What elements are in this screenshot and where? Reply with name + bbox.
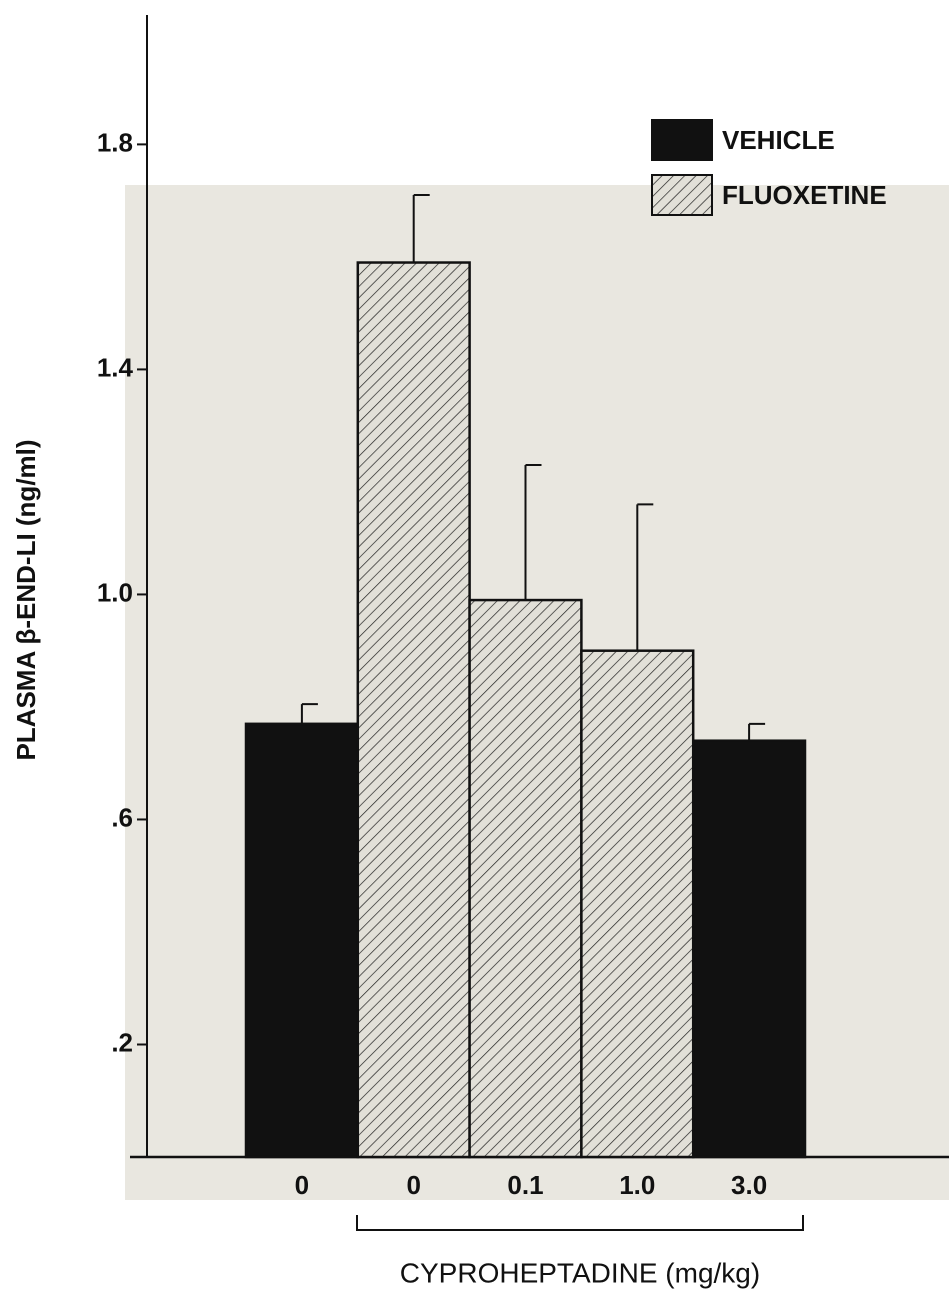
x-tick-label: 1.0	[619, 1170, 655, 1200]
y-axis-title: PLASMA β-END-LI (ng/ml)	[11, 439, 41, 760]
legend-swatch	[651, 119, 713, 161]
y-tick-label: 1.8	[97, 127, 133, 157]
x-axis-title: CYPROHEPTADINE (mg/kg)	[400, 1257, 760, 1288]
error-bar	[748, 722, 766, 741]
group-bracket	[356, 1215, 804, 1231]
legend-label: FLUOXETINE	[722, 180, 887, 210]
legend-swatch	[651, 174, 713, 216]
legend-label: VEHICLE	[722, 125, 835, 155]
error-bar	[636, 503, 654, 651]
bar	[691, 739, 807, 1159]
x-tick-label: 0.1	[507, 1170, 543, 1200]
x-tick-label: 0	[406, 1170, 420, 1200]
error-bar	[300, 703, 318, 724]
bar	[244, 722, 360, 1159]
x-tick-label: 3.0	[731, 1170, 767, 1200]
y-tick-label: 1.0	[97, 577, 133, 607]
error-bar	[412, 194, 430, 263]
bar	[468, 598, 583, 1159]
y-tick-label: .2	[111, 1027, 133, 1057]
y-tick-label: 1.4	[97, 352, 134, 382]
bar	[580, 649, 695, 1159]
x-tick-label: 0	[295, 1170, 309, 1200]
y-tick-label: .6	[111, 802, 133, 832]
bar	[356, 261, 471, 1159]
error-bar	[524, 464, 542, 601]
